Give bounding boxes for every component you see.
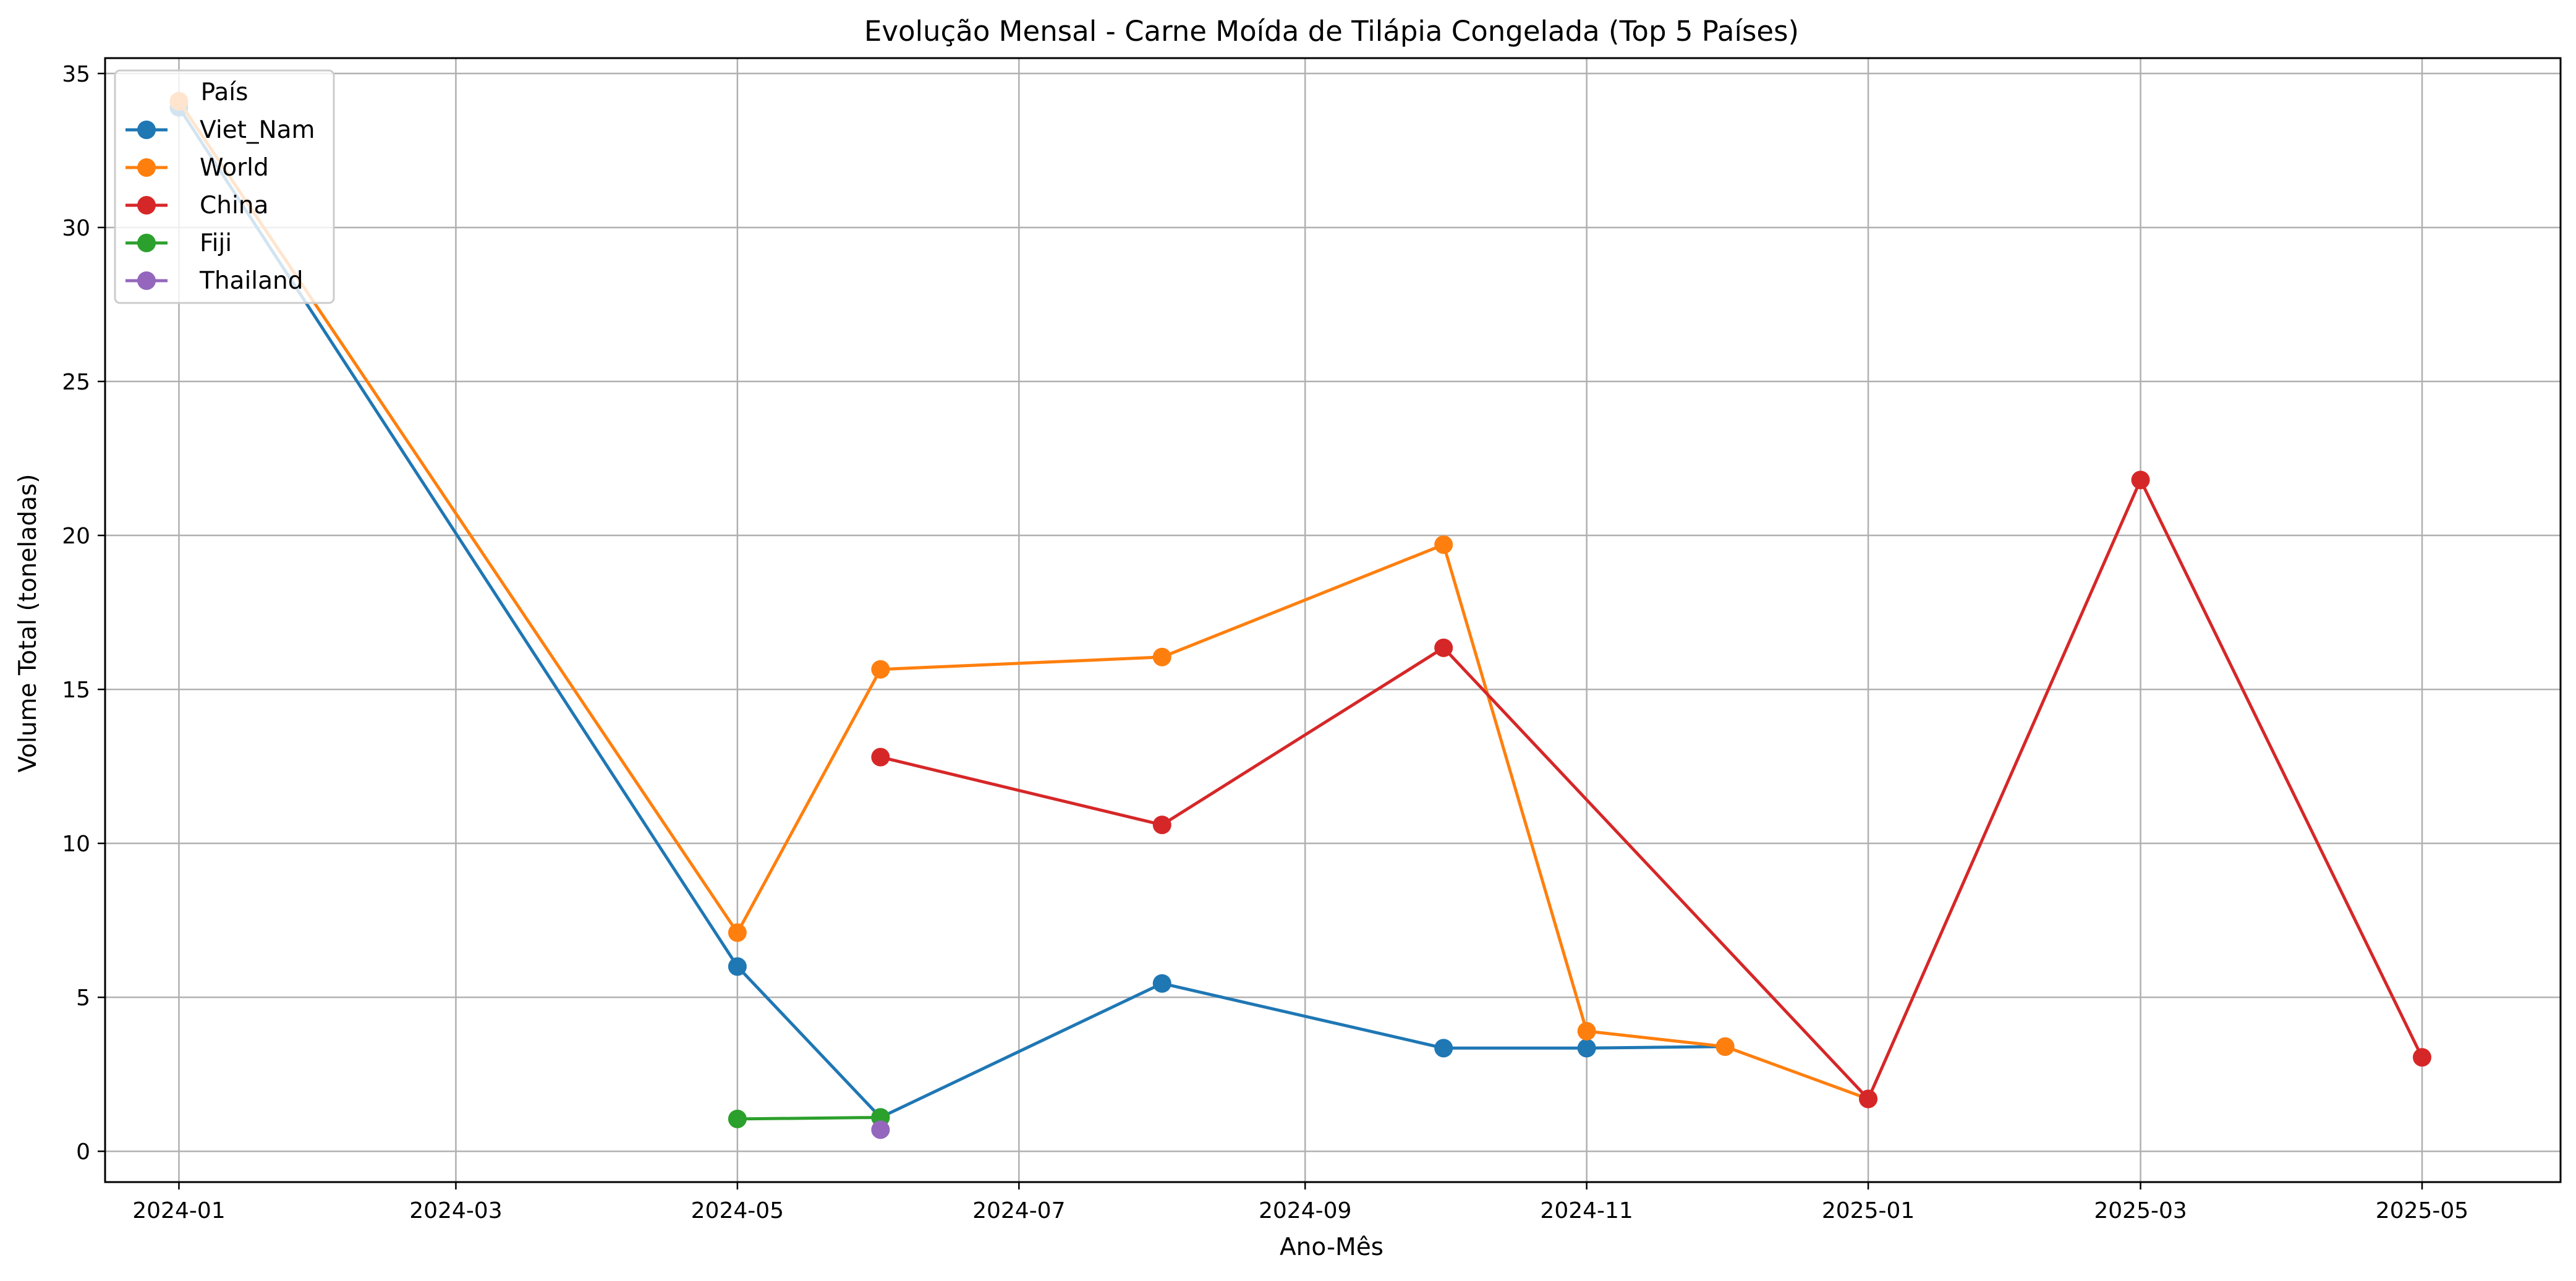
y-tick-label: 10 (62, 832, 90, 857)
data-point (871, 660, 890, 679)
plot-frame (104, 57, 2562, 1183)
legend-entry: Fiji (125, 229, 232, 257)
legend-marker (137, 158, 156, 177)
legend-title: País (201, 79, 249, 106)
x-tick-label: 2024-07 (972, 1198, 1065, 1224)
chart-title: Evolução Mensal - Carne Moída de Tilápia… (864, 15, 1799, 48)
legend-entry: Viet_Nam (125, 116, 315, 144)
x-tick-label: 2025-01 (1822, 1198, 1915, 1224)
y-tick-label: 5 (76, 985, 90, 1011)
series-lines (169, 92, 2432, 1139)
legend-label: World (200, 154, 269, 182)
y-tick-label: 15 (62, 678, 90, 703)
x-tick-label: 2025-03 (2094, 1198, 2187, 1224)
data-point (1577, 1021, 1596, 1041)
y-tick-label: 25 (62, 370, 90, 395)
legend-label: Fiji (200, 229, 232, 257)
grid-lines (105, 58, 2561, 1182)
x-tick-label: 2024-01 (132, 1198, 225, 1224)
x-tick-label: 2024-03 (409, 1198, 502, 1224)
series-china (871, 470, 2432, 1109)
data-point (871, 1120, 890, 1139)
data-point (1434, 638, 1453, 657)
legend-box (114, 69, 335, 304)
axes: 2024-01 2024-03 2024-05 2024-07 2024-09 2024-… (62, 57, 2562, 1224)
series-world (169, 92, 1878, 1109)
data-point (2131, 470, 2150, 490)
legend-entry: World (125, 154, 269, 182)
legend-entry: China (125, 192, 268, 219)
series-line (880, 478, 2424, 1100)
legend-label: China (200, 192, 268, 219)
legend-marker (137, 121, 156, 139)
legend-label: Viet_Nam (200, 116, 315, 144)
legend-label: Thailand (199, 267, 303, 295)
data-point (1715, 1037, 1735, 1056)
series-thailand (871, 1120, 890, 1139)
legend: País Viet_Nam World China Fiji Thailand (114, 69, 335, 304)
data-point (728, 1109, 747, 1128)
data-point (1152, 974, 1171, 993)
y-tick-label: 35 (62, 62, 90, 87)
legend-entry: Thailand (125, 267, 303, 295)
y-tick-label: 30 (62, 216, 90, 241)
x-tick-label: 2024-05 (691, 1198, 784, 1224)
data-point (1152, 815, 1171, 835)
series-line (737, 1115, 881, 1121)
x-axis-label: Ano-Mês (1280, 1233, 1384, 1261)
data-point (2413, 1048, 2432, 1067)
legend-marker (137, 196, 156, 215)
x-tick-label: 2024-09 (1259, 1198, 1351, 1224)
x-tick-label: 2024-11 (1540, 1198, 1633, 1224)
legend-marker (137, 271, 156, 290)
data-point (728, 923, 747, 942)
data-point (1577, 1039, 1596, 1058)
series-line (177, 100, 1869, 1100)
data-point (871, 747, 890, 767)
legend-marker (137, 234, 156, 252)
data-point (1434, 1039, 1453, 1058)
y-axis-label: Volume Total (toneladas) (14, 474, 42, 773)
data-point (1434, 535, 1453, 554)
data-point (728, 957, 747, 976)
data-point (1859, 1089, 1878, 1109)
y-tick-label: 20 (62, 524, 90, 549)
y-tick-label: 0 (76, 1139, 90, 1165)
data-point (1152, 647, 1171, 666)
x-tick-label: 2025-05 (2376, 1198, 2468, 1224)
